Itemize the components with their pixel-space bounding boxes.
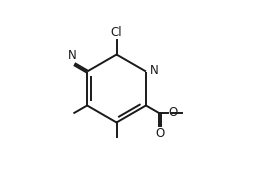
Text: O: O [169,106,178,119]
Text: N: N [150,64,159,77]
Text: O: O [155,127,165,140]
Text: N: N [68,49,77,62]
Text: Cl: Cl [111,26,122,39]
